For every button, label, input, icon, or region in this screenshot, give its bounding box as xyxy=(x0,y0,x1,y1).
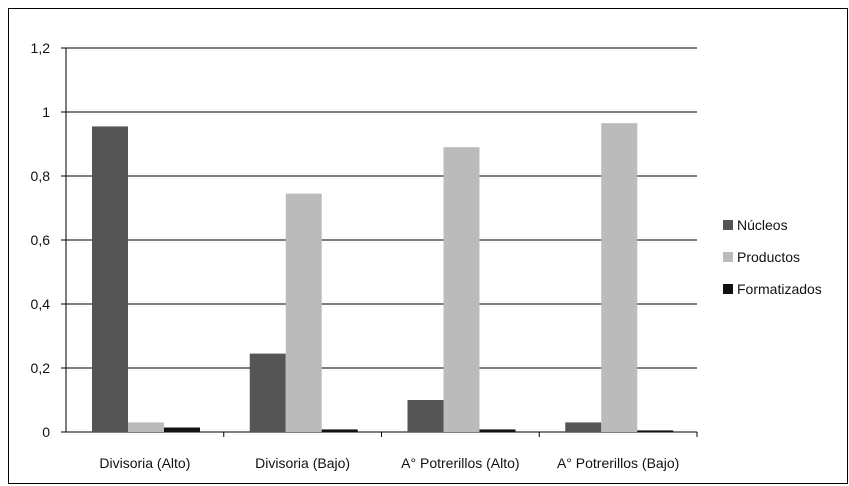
bar xyxy=(443,147,480,432)
bar xyxy=(128,422,164,432)
x-category-label: Divisoria (Bajo) xyxy=(255,455,350,471)
legend-label: Formatizados xyxy=(737,281,822,297)
bar xyxy=(164,427,200,432)
legend-swatch xyxy=(723,252,733,262)
bar xyxy=(637,430,674,432)
bar xyxy=(92,126,128,433)
legend-label: Núcleos xyxy=(737,217,788,233)
legend-swatch xyxy=(723,284,733,294)
x-category-label: Divisoria (Alto) xyxy=(99,455,190,471)
bar xyxy=(565,422,602,432)
legend-swatch xyxy=(723,220,733,230)
bar xyxy=(479,429,516,432)
legend-label: Productos xyxy=(737,249,800,265)
y-tick-label: 0,2 xyxy=(31,360,51,376)
y-tick-label: 0,8 xyxy=(31,168,51,184)
bar xyxy=(249,353,286,432)
bar xyxy=(601,123,638,432)
bar xyxy=(407,400,444,432)
y-tick-label: 0,6 xyxy=(31,232,51,248)
y-tick-label: 1 xyxy=(42,104,50,120)
y-tick-label: 0 xyxy=(42,424,50,440)
y-tick-label: 1,2 xyxy=(31,40,51,56)
y-tick-label: 0,4 xyxy=(31,296,51,312)
x-category-label: A° Potrerillos (Bajo) xyxy=(557,455,679,471)
bar xyxy=(321,429,358,432)
x-category-label: A° Potrerillos (Alto) xyxy=(401,455,519,471)
bar xyxy=(285,193,322,432)
